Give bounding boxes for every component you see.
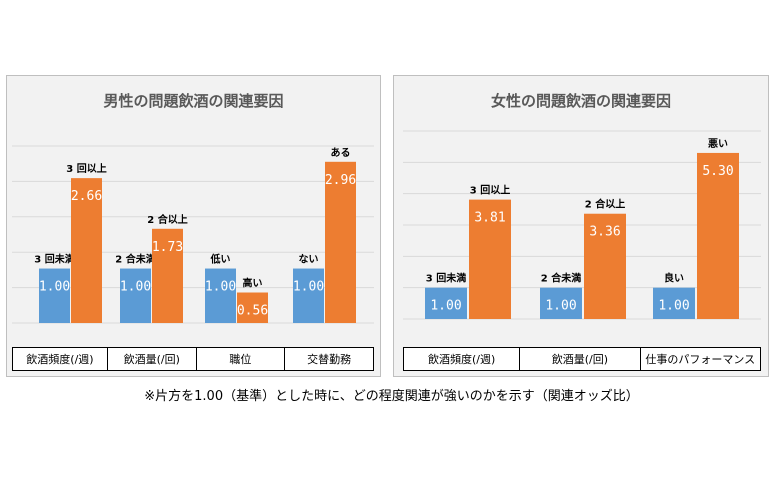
bar-category-label: ない [299, 254, 319, 266]
bar-value-label: 1.00 [39, 280, 70, 295]
bar-category-label: 2 合以上 [147, 213, 187, 226]
female-chart-panel: 女性の問題飲酒の関連要因 1.00 3 回未満 3.81 3 回以上 1.00 2 合未満… [393, 75, 769, 377]
bar-value-label: 2.96 [325, 173, 356, 188]
category-label: 飲酒量(/回) [106, 347, 197, 371]
chart-title: 女性の問題飲酒の関連要因 [490, 92, 671, 110]
bar-category-label: 2 合未満 [541, 272, 581, 285]
comparison-bar [469, 199, 511, 319]
female-chart-plot: 1.00 3 回未満 3.81 3 回以上 1.00 2 合未満 3.36 2 合以上 1.00… [403, 130, 761, 320]
bar-category-label: 悪い [708, 138, 728, 150]
bar-value-label: 3.36 [589, 225, 620, 240]
bar-category-label: ある [331, 146, 351, 159]
category-label: 仕事のパフォーマンス [639, 347, 762, 371]
caption: ※片方を1.00（基準）とした時に、どの程度関連が強いのかを示す（関連オッズ比） [144, 389, 639, 404]
category-label: 飲酒量(/回) [519, 347, 641, 371]
reference-bar [293, 268, 324, 323]
bar-value-label: 1.00 [658, 299, 689, 314]
bar-category-label: 低い [210, 253, 231, 266]
chart-title: 男性の問題飲酒の関連要因 [103, 92, 284, 110]
category-label: 飲酒頻度(/週) [12, 347, 108, 371]
bar-category-label: 2 合以上 [585, 198, 625, 211]
reference-bar [120, 268, 151, 323]
bar-category-label: 3 回以上 [470, 184, 510, 197]
female-category-table: 飲酒頻度(/週) 飲酒量(/回) 仕事のパフォーマンス [402, 347, 762, 371]
male-chart-panel: 男性の問題飲酒の関連要因 1.00 3 回未満 2.66 3 回以上 1.00 2 合未満… [6, 75, 381, 377]
comparison-bar [152, 228, 183, 323]
reference-bar [540, 287, 582, 319]
bar-category-label: 3 回未満 [426, 272, 466, 285]
category-label: 職位 [195, 347, 286, 371]
comparison-bar [237, 292, 268, 323]
reference-bar [205, 268, 236, 323]
bar-category-label: 2 合未満 [115, 253, 155, 266]
category-label: 飲酒頻度(/週) [402, 347, 521, 371]
bar-value-label: 1.73 [152, 240, 183, 255]
bar-value-label: 1.00 [120, 280, 151, 295]
comparison-bar [71, 178, 102, 323]
bar-value-label: 1.00 [205, 280, 236, 295]
bar-category-label: 高い [243, 277, 263, 290]
comparison-bar [697, 152, 739, 319]
bar-value-label: 2.66 [71, 189, 102, 204]
reference-bar [39, 268, 70, 323]
bar-value-label: 0.56 [237, 304, 268, 319]
comparison-bar [325, 161, 356, 323]
reference-bar [653, 287, 695, 319]
bar-category-label: 良い [664, 272, 684, 285]
bar-category-label: 3 回以上 [66, 162, 106, 175]
bar-value-label: 1.00 [293, 280, 324, 295]
bar-value-label: 1.00 [430, 299, 461, 314]
bar-value-label: 3.81 [474, 211, 505, 226]
category-label: 交替勤務 [284, 347, 374, 371]
comparison-bar [584, 213, 626, 319]
reference-bar [425, 287, 467, 319]
bar-category-label: 3 回未満 [34, 253, 74, 266]
bar-value-label: 1.00 [545, 299, 576, 314]
male-category-table: 飲酒頻度(/週) 飲酒量(/回) 職位 交替勤務 [12, 347, 374, 371]
bar-value-label: 5.30 [702, 164, 733, 179]
